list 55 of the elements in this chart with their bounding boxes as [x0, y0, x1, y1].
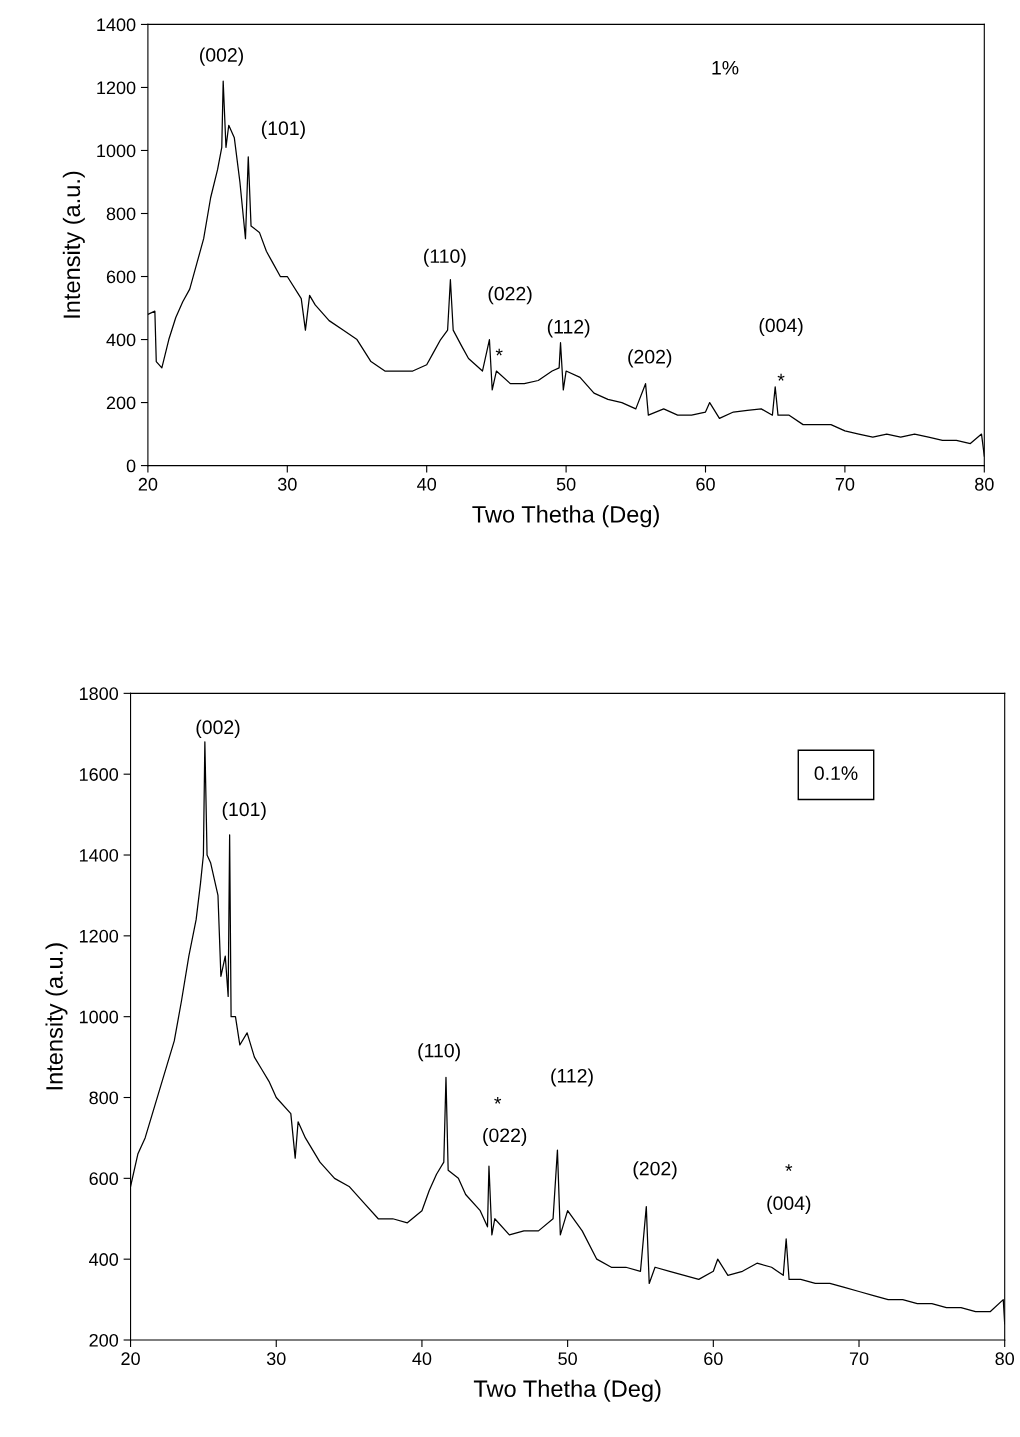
- annotation: *: [494, 1096, 502, 1104]
- y-tick-label: 1600: [79, 768, 119, 781]
- annotation: (112): [551, 1068, 593, 1087]
- y-tick-label: 200: [106, 396, 136, 410]
- y-tick-label: 400: [89, 1253, 119, 1266]
- y-axis-title: Intensity (a.u.): [45, 943, 68, 1090]
- x-tick-label: 20: [138, 477, 158, 491]
- y-tick-label: 1200: [79, 929, 119, 943]
- x-tick-label: 40: [417, 477, 437, 491]
- annotation: (110): [418, 1043, 460, 1062]
- y-tick-label: 600: [106, 270, 136, 284]
- x-tick-label: 80: [995, 1352, 1015, 1366]
- y-tick-label: 1200: [97, 81, 136, 95]
- x-tick-label: 80: [975, 477, 994, 491]
- annotation: (101): [261, 120, 305, 139]
- y-tick-label: 1800: [79, 687, 119, 701]
- x-tick-label: 40: [412, 1352, 432, 1366]
- y-tick-label: 1400: [97, 18, 136, 32]
- annotation: (112): [547, 319, 590, 338]
- x-tick-label: 70: [849, 1352, 869, 1366]
- x-tick-label: 30: [266, 1352, 286, 1366]
- y-tick-label: 1000: [79, 1010, 119, 1024]
- annotation: *: [495, 348, 503, 356]
- x-axis-title: Two Thetha (Deg): [473, 1379, 661, 1402]
- annotation: *: [777, 373, 785, 381]
- y-axis-title: Intensity (a.u.): [62, 171, 85, 318]
- x-tick-label: 60: [696, 477, 715, 491]
- annotation: (002): [196, 719, 240, 738]
- annotation: (004): [767, 1195, 811, 1214]
- annotation: (002): [200, 47, 243, 66]
- annotation: (202): [633, 1161, 677, 1180]
- y-tick-label: 200: [89, 1333, 119, 1347]
- x-tick-label: 30: [277, 477, 297, 491]
- y-tick-label: 1400: [79, 848, 119, 862]
- x-tick-label: 50: [558, 1352, 577, 1366]
- annotation: 1%: [712, 60, 739, 75]
- y-tick-label: 400: [106, 333, 136, 347]
- y-tick-label: 600: [89, 1172, 119, 1186]
- x-tick-label: 70: [835, 477, 855, 491]
- annotation: (110): [424, 248, 466, 267]
- y-tick-label: 1000: [97, 144, 136, 158]
- x-tick-label: 20: [121, 1352, 140, 1366]
- y-tick-label: 800: [106, 207, 136, 221]
- annotation: (022): [483, 1127, 527, 1147]
- annotation: (004): [759, 318, 803, 337]
- y-tick-label: 0: [126, 459, 136, 473]
- annotation: (022): [488, 286, 532, 305]
- x-axis-title: Two Thetha (Deg): [472, 505, 659, 528]
- x-tick-label: 60: [704, 1352, 723, 1366]
- annotation: (202): [628, 349, 672, 368]
- x-tick-label: 50: [556, 477, 576, 491]
- annotation: 0.1%: [814, 766, 858, 781]
- annotation: (101): [222, 801, 266, 821]
- y-tick-label: 800: [89, 1091, 119, 1105]
- annotation: *: [785, 1164, 793, 1171]
